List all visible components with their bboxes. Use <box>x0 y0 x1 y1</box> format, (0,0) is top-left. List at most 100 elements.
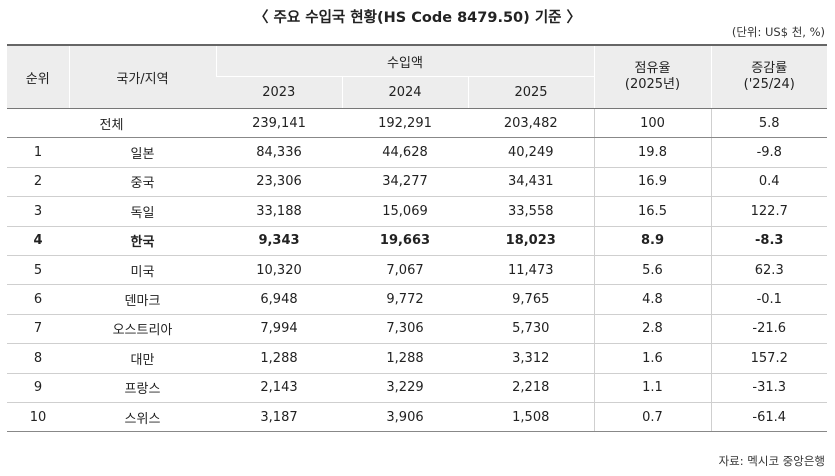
cell-2023: 7,994 <box>216 314 342 345</box>
cell-change: 5.8 <box>711 108 827 139</box>
cell-2025: 11,473 <box>468 255 595 286</box>
cell-country: 스위스 <box>69 402 216 433</box>
cell-share: 1.1 <box>594 373 712 403</box>
table-title: 〈 주요 수입국 현황(HS Code 8479.50) 기준 〉 <box>253 10 582 26</box>
cell-country: 일본 <box>69 137 216 168</box>
cell-rank: 7 <box>7 314 69 345</box>
cell-change: 0.4 <box>711 167 827 198</box>
cell-share: 16.9 <box>594 167 712 198</box>
header-year-2025: 2025 <box>467 76 594 109</box>
header-share: 점유율 (2025년) <box>593 44 711 109</box>
cell-2025: 2,218 <box>468 373 595 403</box>
cell-rank: 1 <box>7 137 69 168</box>
cell-2024: 7,306 <box>342 314 468 345</box>
cell-2023: 3,187 <box>216 402 342 433</box>
cell-rank: 6 <box>7 284 69 315</box>
header-year-2024: 2024 <box>341 76 468 109</box>
cell-2023: 239,141 <box>216 108 342 139</box>
cell-2023: 33,188 <box>216 196 342 227</box>
header-share-line2: (2025년) <box>624 77 681 92</box>
cell-rank: 8 <box>7 343 69 374</box>
cell-share: 8.9 <box>594 226 712 256</box>
cell-2024: 7,067 <box>342 255 468 286</box>
table-row-highlighted: 4 한국 9,343 19,663 18,023 8.9 -8.3 <box>7 226 827 256</box>
cell-2025: 5,730 <box>468 314 595 345</box>
header-rank: 순위 <box>7 44 69 109</box>
cell-country: 대만 <box>69 343 216 374</box>
cell-country: 중국 <box>69 167 216 198</box>
total-row: 전체 239,141 192,291 203,482 100 5.8 <box>7 108 827 139</box>
cell-country: 한국 <box>69 226 216 256</box>
cell-country: 독일 <box>69 196 216 227</box>
cell-rank: 4 <box>7 226 69 256</box>
import-table: 순위 국가/지역 수입액 점유율 (2025년) 증감률 ('25/24) 20… <box>7 44 827 433</box>
table-row: 1 일본 84,336 44,628 40,249 19.8 -9.8 <box>7 137 827 168</box>
header-share-line1: 점유율 <box>634 61 671 76</box>
cell-2024: 19,663 <box>342 226 468 256</box>
cell-share: 0.7 <box>594 402 712 433</box>
cell-change: -31.3 <box>711 373 827 403</box>
header-country: 국가/지역 <box>68 44 216 109</box>
cell-2025: 40,249 <box>468 137 595 168</box>
cell-2023: 6,948 <box>216 284 342 315</box>
cell-2023: 84,336 <box>216 137 342 168</box>
cell-change: -61.4 <box>711 402 827 433</box>
cell-country: 미국 <box>69 255 216 286</box>
table-row: 2 중국 23,306 34,277 34,431 16.9 0.4 <box>7 167 827 198</box>
source-note: 자료: 멕시코 중앙은행 <box>718 454 825 468</box>
cell-share: 1.6 <box>594 343 712 374</box>
header-import-amount: 수입액 <box>215 44 594 77</box>
table-row: 7 오스트리아 7,994 7,306 5,730 2.8 -21.6 <box>7 314 827 345</box>
table-header: 순위 국가/지역 수입액 점유율 (2025년) 증감률 ('25/24) 20… <box>7 44 827 109</box>
table-row: 8 대만 1,288 1,288 3,312 1.6 157.2 <box>7 343 827 374</box>
cell-2023: 2,143 <box>216 373 342 403</box>
cell-2023: 1,288 <box>216 343 342 374</box>
cell-2023: 9,343 <box>216 226 342 256</box>
cell-2025: 33,558 <box>468 196 595 227</box>
cell-change: 62.3 <box>711 255 827 286</box>
cell-2025: 34,431 <box>468 167 595 198</box>
cell-2025: 1,508 <box>468 402 595 433</box>
cell-share: 19.8 <box>594 137 712 168</box>
cell-rank: 3 <box>7 196 69 227</box>
cell-2024: 3,906 <box>342 402 468 433</box>
total-label: 전체 <box>7 108 216 139</box>
cell-country: 오스트리아 <box>69 314 216 345</box>
cell-country: 프랑스 <box>69 373 216 403</box>
cell-share: 2.8 <box>594 314 712 345</box>
cell-2025: 203,482 <box>468 108 595 139</box>
cell-share: 16.5 <box>594 196 712 227</box>
cell-2024: 15,069 <box>342 196 468 227</box>
cell-2024: 192,291 <box>342 108 468 139</box>
cell-change: -8.3 <box>711 226 827 256</box>
header-change-line1: 증감률 <box>751 61 788 76</box>
unit-note: (단위: US$ 천, %) <box>731 25 825 39</box>
cell-country: 덴마크 <box>69 284 216 315</box>
cell-rank: 2 <box>7 167 69 198</box>
cell-rank: 10 <box>7 402 69 433</box>
cell-change: 122.7 <box>711 196 827 227</box>
cell-2023: 23,306 <box>216 167 342 198</box>
table-row: 6 덴마크 6,948 9,772 9,765 4.8 -0.1 <box>7 284 827 315</box>
cell-change: -0.1 <box>711 284 827 315</box>
header-year-2023: 2023 <box>216 76 342 109</box>
cell-2024: 9,772 <box>342 284 468 315</box>
cell-2024: 34,277 <box>342 167 468 198</box>
header-change: 증감률 ('25/24) <box>710 44 827 109</box>
cell-change: -21.6 <box>711 314 827 345</box>
table-row: 3 독일 33,188 15,069 33,558 16.5 122.7 <box>7 196 827 227</box>
cell-2025: 18,023 <box>468 226 595 256</box>
header-change-line2: ('25/24) <box>743 77 795 92</box>
cell-2024: 1,288 <box>342 343 468 374</box>
table-row: 9 프랑스 2,143 3,229 2,218 1.1 -31.3 <box>7 373 827 403</box>
cell-share: 5.6 <box>594 255 712 286</box>
cell-2025: 3,312 <box>468 343 595 374</box>
cell-share: 4.8 <box>594 284 712 315</box>
cell-share: 100 <box>594 108 712 139</box>
cell-rank: 5 <box>7 255 69 286</box>
cell-change: 157.2 <box>711 343 827 374</box>
table-row: 10 스위스 3,187 3,906 1,508 0.7 -61.4 <box>7 402 827 433</box>
cell-2023: 10,320 <box>216 255 342 286</box>
cell-change: -9.8 <box>711 137 827 168</box>
cell-2024: 44,628 <box>342 137 468 168</box>
